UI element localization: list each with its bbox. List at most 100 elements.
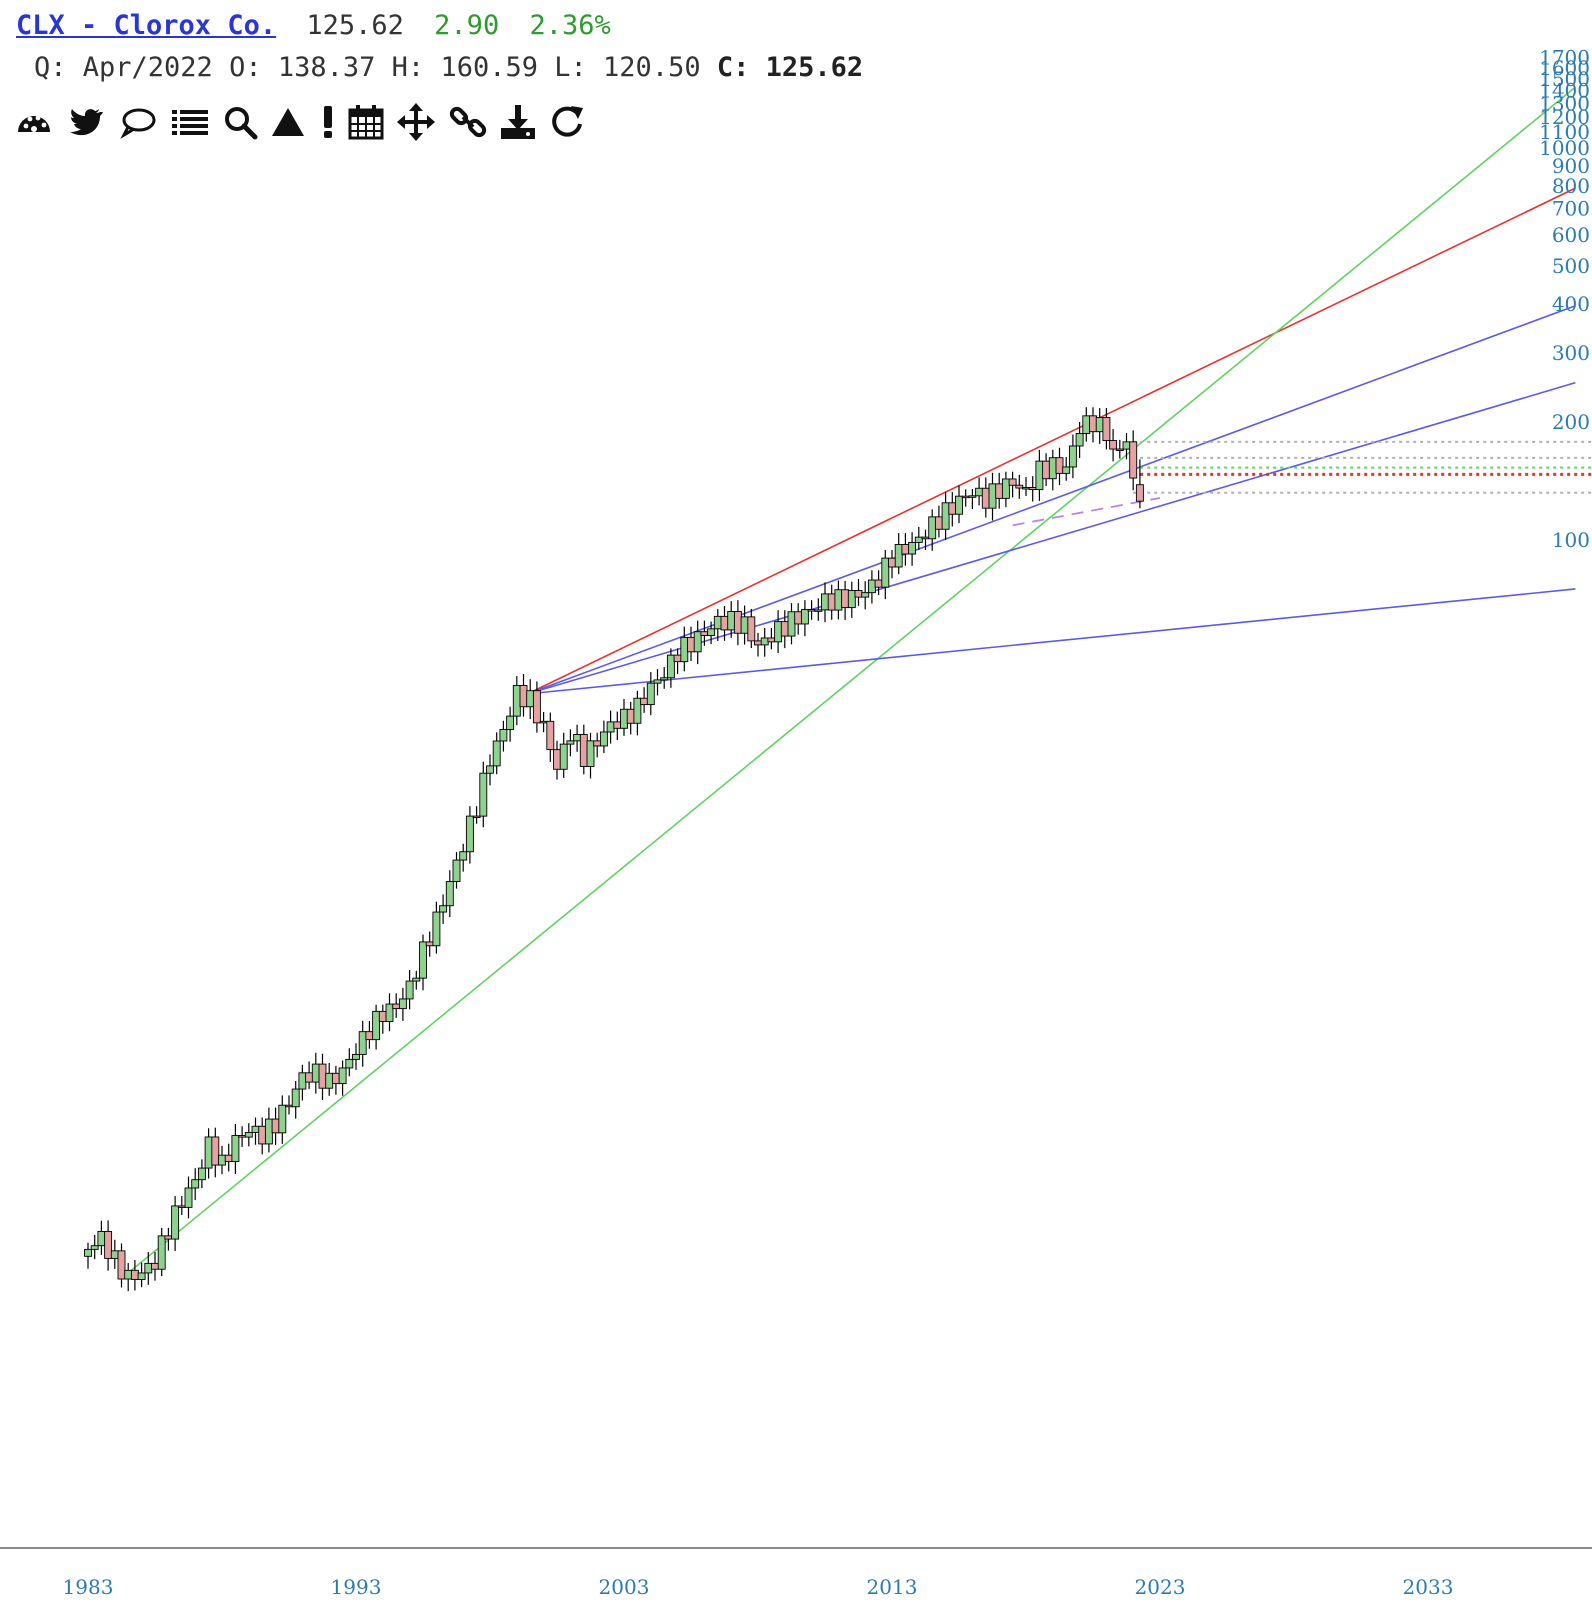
exclamation-icon[interactable] bbox=[308, 102, 348, 142]
candle-body bbox=[445, 881, 454, 907]
candle-body bbox=[218, 1154, 226, 1166]
candle-body bbox=[84, 1248, 92, 1257]
candle-body bbox=[1102, 417, 1111, 442]
candle-body bbox=[720, 615, 729, 631]
ohlc-row: Q: Apr/2022 O: 138.37 H: 160.59 L: 120.5… bbox=[34, 52, 863, 83]
chart-header: CLX - Clorox Co. 125.62 2.90 2.36% Q: Ap… bbox=[0, 0, 1592, 160]
candle-body bbox=[479, 772, 488, 817]
refresh-icon[interactable] bbox=[548, 102, 588, 142]
candle-body bbox=[546, 720, 555, 751]
candle-body bbox=[405, 980, 414, 1000]
candle-body bbox=[425, 941, 434, 947]
candle-body bbox=[97, 1231, 106, 1247]
y-tick-label: 800 bbox=[1552, 174, 1590, 198]
candle-body bbox=[519, 685, 528, 708]
candle-body bbox=[767, 637, 776, 643]
candle-body bbox=[539, 720, 548, 724]
support-trendline bbox=[127, 86, 1576, 1274]
y-tick-label: 400 bbox=[1552, 292, 1590, 316]
candle-body bbox=[325, 1072, 334, 1089]
candle-body bbox=[573, 734, 582, 742]
candle-body bbox=[760, 637, 769, 646]
candle-body bbox=[613, 721, 622, 729]
candle-body bbox=[1048, 457, 1057, 480]
candle-body bbox=[177, 1205, 186, 1208]
candle-body bbox=[653, 679, 662, 684]
candle-body bbox=[847, 590, 856, 609]
candle-body bbox=[727, 611, 736, 631]
candle-body bbox=[338, 1067, 347, 1085]
candle-body bbox=[278, 1104, 287, 1134]
candle-body bbox=[419, 941, 427, 979]
move-icon[interactable] bbox=[396, 102, 436, 142]
candle-body bbox=[955, 495, 963, 515]
candle-body bbox=[385, 1003, 394, 1022]
x-tick-label: 1983 bbox=[63, 1575, 114, 1599]
candle-body bbox=[713, 615, 722, 630]
candle-body bbox=[606, 721, 615, 733]
candle-body bbox=[626, 708, 635, 724]
calendar-icon[interactable] bbox=[346, 102, 386, 142]
candle-body bbox=[1109, 440, 1118, 450]
candle-body bbox=[888, 557, 896, 568]
download-icon[interactable] bbox=[498, 102, 538, 142]
candle-body bbox=[164, 1235, 173, 1240]
candle-body bbox=[244, 1132, 253, 1138]
y-tick-label: 700 bbox=[1552, 197, 1590, 221]
symbol-link[interactable]: CLX - Clorox Co. bbox=[16, 10, 277, 41]
candle-body bbox=[747, 616, 756, 642]
close-label: C: bbox=[716, 52, 750, 83]
candle-body bbox=[1042, 460, 1051, 480]
candle-body bbox=[908, 541, 917, 555]
x-tick-label: 1993 bbox=[331, 1575, 382, 1599]
candle-body bbox=[492, 740, 501, 767]
candle-body bbox=[197, 1167, 206, 1181]
search-icon[interactable] bbox=[220, 102, 260, 142]
candle-body bbox=[733, 611, 742, 634]
candle-body bbox=[526, 690, 535, 708]
candle-body bbox=[171, 1205, 180, 1240]
candle-body bbox=[988, 483, 997, 509]
candle-body bbox=[151, 1262, 159, 1270]
candle-body bbox=[352, 1053, 360, 1060]
price-change: 2.90 bbox=[434, 10, 500, 41]
x-tick-label: 2033 bbox=[1403, 1575, 1454, 1599]
candle-body bbox=[921, 536, 930, 540]
x-tick-label: 2003 bbox=[599, 1575, 650, 1599]
list-icon[interactable] bbox=[170, 102, 210, 142]
open-label: O: bbox=[229, 52, 262, 83]
link-icon[interactable] bbox=[448, 102, 488, 142]
candle-body bbox=[794, 611, 803, 625]
last-price: 125.62 bbox=[306, 10, 404, 41]
candle-body bbox=[512, 685, 521, 717]
candle-body bbox=[264, 1118, 273, 1145]
candle-body bbox=[559, 743, 568, 770]
dashed-support-line bbox=[1012, 497, 1161, 527]
candle-body bbox=[640, 697, 649, 706]
candle-body bbox=[901, 544, 910, 555]
twitter-icon[interactable] bbox=[66, 102, 106, 142]
candle-body bbox=[673, 654, 682, 663]
candle-body bbox=[780, 621, 789, 637]
y-tick-label: 1700 bbox=[1539, 46, 1590, 70]
candle-body bbox=[90, 1245, 99, 1250]
candle-body bbox=[318, 1063, 327, 1089]
candle-body bbox=[184, 1187, 193, 1208]
candle-body bbox=[975, 487, 984, 497]
candle-body bbox=[452, 859, 461, 883]
x-axis: 1983 1993 2003 2013 2023 2033 bbox=[63, 1575, 1454, 1599]
candle-body bbox=[144, 1262, 153, 1274]
comment-icon[interactable] bbox=[118, 102, 158, 142]
candle-body bbox=[258, 1125, 267, 1145]
candle-body bbox=[238, 1135, 247, 1138]
candle-body bbox=[1075, 432, 1084, 447]
candle-body bbox=[660, 677, 669, 681]
candle-body bbox=[459, 851, 468, 861]
candle-body bbox=[928, 516, 937, 540]
candle-body bbox=[110, 1250, 119, 1259]
dashboard-icon[interactable] bbox=[14, 102, 54, 142]
candle-body bbox=[593, 740, 602, 747]
triangle-icon[interactable] bbox=[268, 102, 308, 142]
y-tick-label: 1500 bbox=[1539, 67, 1590, 91]
